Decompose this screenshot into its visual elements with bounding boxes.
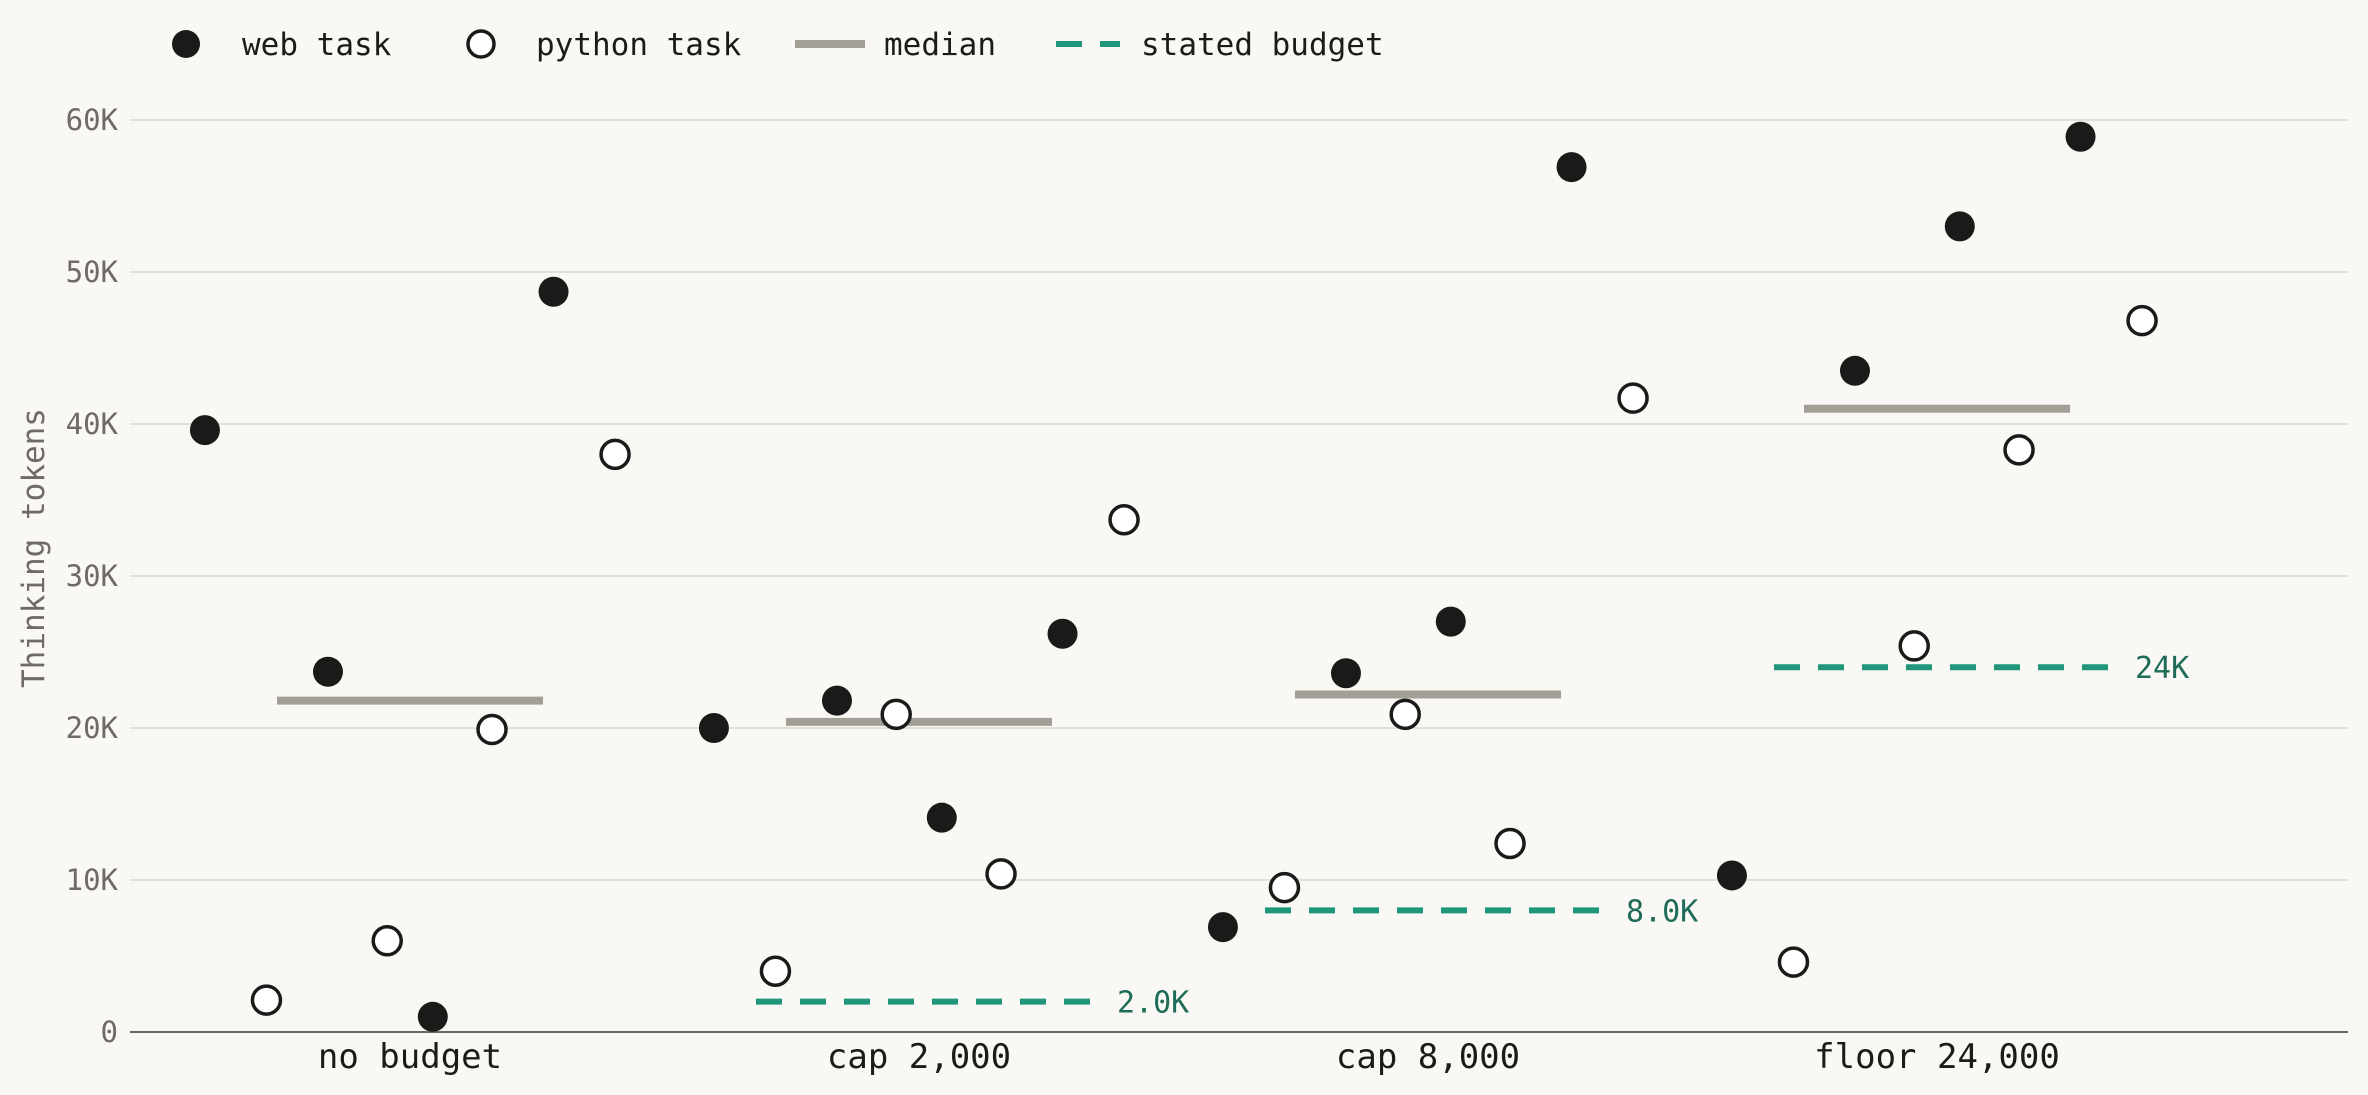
x-category-labels: no budget cap 2,000 cap 8,000 floor 24,000	[318, 1037, 2060, 1077]
budget-label: 8.0K	[1626, 894, 1698, 929]
web-task-point	[189, 415, 220, 446]
legend-label: median	[884, 27, 996, 63]
data-points	[189, 121, 2158, 1032]
web-task-point	[1556, 152, 1587, 183]
budget-label: 2.0K	[1117, 986, 1189, 1021]
python-task-point	[371, 925, 403, 957]
web-task-point	[417, 1001, 448, 1032]
y-tick-label: 0	[101, 1015, 118, 1049]
x-category-label: no budget	[318, 1037, 502, 1077]
budget-label: 24K	[2135, 651, 2189, 686]
web-task-point	[926, 802, 957, 833]
web-task-point	[698, 713, 729, 743]
python-task-point	[599, 438, 631, 471]
web-task-point	[1047, 618, 1078, 649]
python-task-point	[2126, 304, 2158, 337]
legend: web task python task median stated budget	[172, 27, 1384, 63]
legend-label: stated budget	[1141, 27, 1384, 63]
y-tick-label: 40K	[66, 407, 119, 441]
python-task-point	[1268, 871, 1301, 904]
web-task-point	[2065, 121, 2096, 152]
y-tick-label: 60K	[66, 103, 119, 137]
web-task-point	[821, 685, 852, 716]
y-tick-label: 10K	[66, 863, 119, 897]
y-axis-label: Thinking tokens	[16, 408, 52, 688]
median-lines	[277, 404, 2070, 726]
python-task-point	[1389, 698, 1421, 731]
x-category-label: cap 2,000	[827, 1037, 1011, 1077]
python-task-point	[1898, 630, 1930, 662]
python-task-point	[1108, 504, 1140, 536]
web-task-point	[1330, 658, 1361, 689]
python-task-point	[880, 698, 912, 731]
python-task-point	[476, 713, 508, 746]
legend-python-marker	[466, 29, 496, 59]
legend-web-marker	[172, 30, 200, 58]
x-category-label: floor 24,000	[1814, 1037, 2060, 1077]
budget-lines: 2.0K 8.0K 24K	[756, 651, 2189, 1021]
y-tick-label: 20K	[66, 711, 119, 745]
python-task-point	[985, 858, 1017, 890]
web-task-point	[1944, 211, 1975, 242]
web-task-point	[1839, 355, 1870, 386]
y-tick-labels: 0 10K 20K 30K 40K 50K 60K	[66, 103, 119, 1049]
python-task-point	[1494, 827, 1526, 860]
legend-label: python task	[536, 27, 742, 63]
legend-label: web task	[242, 27, 392, 63]
web-task-point	[538, 276, 569, 307]
y-tick-label: 30K	[66, 559, 119, 593]
python-task-point	[2003, 434, 2035, 466]
web-task-point	[312, 656, 343, 687]
grid-lines	[130, 119, 2348, 881]
x-category-label: cap 8,000	[1336, 1037, 1520, 1077]
python-task-point	[1617, 382, 1649, 414]
web-task-point	[1207, 912, 1238, 943]
web-task-point	[1716, 860, 1747, 891]
python-task-point	[759, 955, 792, 987]
python-task-point	[1777, 946, 1810, 978]
web-task-point	[1435, 606, 1466, 637]
python-task-point	[250, 984, 283, 1016]
y-tick-label: 50K	[66, 255, 119, 289]
